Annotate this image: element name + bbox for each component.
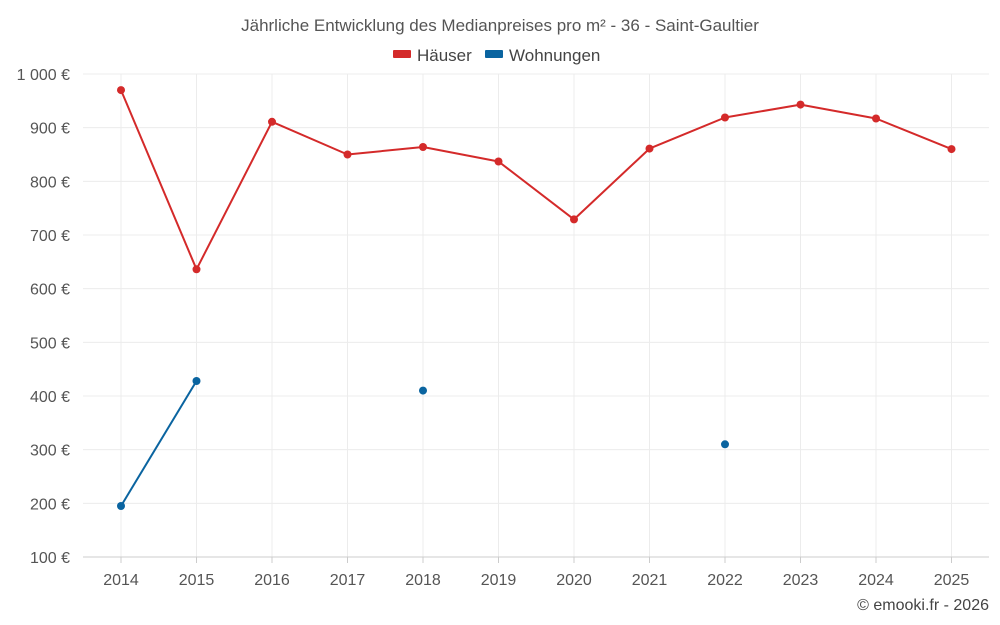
y-tick-label: 800 € [30,174,70,191]
y-tick-label: 300 € [30,443,70,460]
x-tick-label: 2025 [934,572,970,589]
data-point-haeuser-2014[interactable] [117,86,125,95]
y-tick-label: 700 € [30,228,70,245]
data-point-haeuser-2016[interactable] [268,117,276,126]
data-points [117,86,956,510]
legend-swatch-haeuser [393,50,411,58]
series-line-wohnungen [120,380,198,507]
data-point-haeuser-2024[interactable] [872,114,880,123]
data-point-haeuser-2023[interactable] [796,100,805,109]
grid [83,73,989,557]
series-lines [120,89,952,507]
data-point-haeuser-2017[interactable] [343,150,352,159]
y-tick-label: 1 000 € [17,67,70,84]
x-tick-label: 2019 [481,572,517,589]
y-tick-label: 600 € [30,282,70,299]
legend-label-wohnungen: Wohnungen [509,46,600,65]
data-point-haeuser-2021[interactable] [645,144,654,153]
x-tick-label: 2023 [783,572,819,589]
x-tick-label: 2022 [707,572,743,589]
legend-label-haeuser: Häuser [417,46,472,65]
legend-swatch-wohnungen [485,50,503,58]
data-point-wohnungen-2018[interactable] [419,386,427,395]
data-point-wohnungen-2015[interactable] [192,377,201,385]
credit-text: © emooki.fr - 2026 [857,597,989,614]
data-point-haeuser-2019[interactable] [494,157,503,166]
x-tick-label: 2018 [405,572,441,589]
data-point-haeuser-2018[interactable] [419,143,427,151]
data-point-haeuser-2025[interactable] [947,145,956,154]
data-point-haeuser-2020[interactable] [570,215,578,224]
data-point-haeuser-2015[interactable] [192,265,201,274]
x-tick-label: 2017 [330,572,366,589]
x-tick-label: 2024 [858,572,894,589]
legend[interactable]: Häuser Wohnungen [393,46,600,65]
x-tick-label: 2021 [632,572,668,589]
data-point-wohnungen-2022[interactable] [721,440,729,449]
y-tick-label: 500 € [30,335,70,352]
x-tick-label: 2016 [254,572,290,589]
legend-item-wohnungen[interactable]: Wohnungen [485,46,600,65]
legend-item-haeuser[interactable]: Häuser [393,46,472,65]
data-point-haeuser-2022[interactable] [721,113,729,122]
series-line-haeuser [120,89,952,271]
x-tick-label: 2020 [556,572,592,589]
x-tick-label: 2014 [103,572,139,589]
chart-title: Jährliche Entwicklung des Medianpreises … [241,16,759,35]
y-tick-label: 100 € [30,550,70,567]
y-tick-label: 400 € [30,389,70,406]
data-point-wohnungen-2014[interactable] [117,502,125,510]
y-tick-label: 900 € [30,121,70,138]
y-tick-label: 200 € [30,496,70,513]
axes: 100 € 200 € 300 € 400 € 500 € 600 € 700 € 800 €… [17,67,989,589]
x-tick-label: 2015 [179,572,215,589]
